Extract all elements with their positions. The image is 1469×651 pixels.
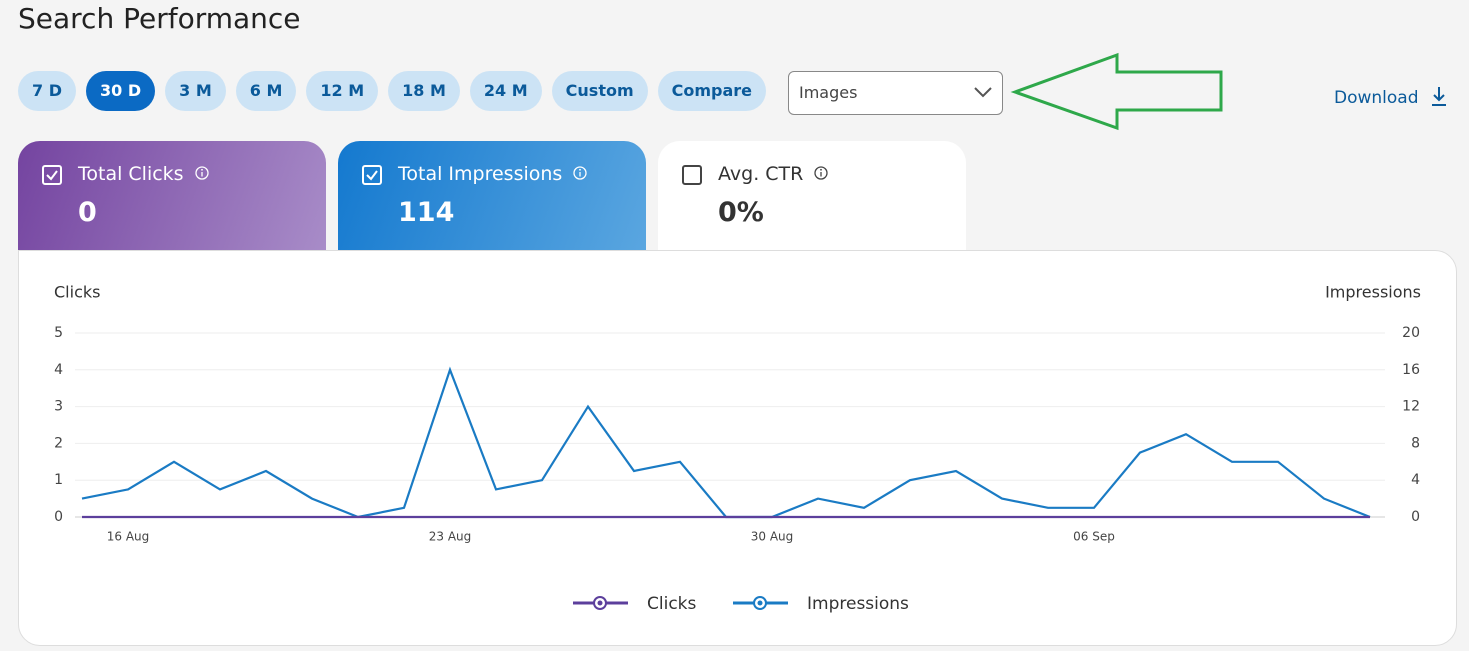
- info-icon: [573, 166, 587, 180]
- checkbox: [682, 165, 702, 185]
- y-tick-label: 0: [54, 509, 63, 525]
- y2-tick-label: 4: [1411, 472, 1420, 488]
- chart-panel: [18, 250, 1457, 646]
- checkbox: [42, 165, 62, 185]
- checkbox: [362, 165, 382, 185]
- y2-tick-label: 20: [1402, 325, 1420, 341]
- range-button[interactable]: Compare: [657, 71, 767, 111]
- metric-card[interactable]: Total Clicks 0: [18, 141, 326, 250]
- y2-tick-label: 16: [1402, 362, 1420, 378]
- dropdown-value: Images: [799, 83, 858, 102]
- download-icon: [1431, 87, 1446, 106]
- range-button[interactable]: 7 D: [18, 71, 76, 111]
- range-button[interactable]: 18 M: [388, 71, 460, 111]
- y-tick-label: 3: [54, 399, 63, 415]
- metric-label: Total Impressions: [398, 163, 587, 185]
- y-tick-label: 2: [54, 435, 63, 451]
- y-tick-label: 1: [54, 472, 63, 488]
- y-tick-label: 5: [54, 325, 63, 341]
- y2-axis-title: Impressions: [1325, 283, 1421, 302]
- range-button[interactable]: 12 M: [306, 71, 379, 111]
- download-button[interactable]: Download: [1334, 85, 1448, 108]
- metric-value: 0: [78, 197, 97, 228]
- legend-label[interactable]: Impressions: [807, 594, 909, 614]
- metric-card[interactable]: Avg. CTR 0%: [658, 141, 966, 250]
- check-mark: [366, 170, 378, 181]
- page-title: Search Performance: [18, 2, 301, 35]
- legend-marker-dot: [597, 600, 603, 606]
- metric-value: 0%: [718, 197, 764, 228]
- y-tick-label: 4: [54, 362, 63, 378]
- x-tick-label: 16 Aug: [107, 530, 150, 544]
- legend-label[interactable]: Clicks: [647, 594, 697, 614]
- range-button[interactable]: 6 M: [235, 71, 297, 111]
- y2-tick-label: 0: [1411, 509, 1420, 525]
- dropdown-caret: [974, 87, 992, 98]
- range-button[interactable]: Custom: [551, 71, 648, 111]
- y2-tick-label: 8: [1411, 435, 1420, 451]
- search-type-dropdown[interactable]: Images: [788, 71, 1003, 115]
- range-button[interactable]: 3 M: [165, 71, 226, 111]
- range-button[interactable]: 30 D: [85, 71, 156, 111]
- metric-label: Avg. CTR: [718, 163, 828, 185]
- x-tick-label: 23 Aug: [429, 530, 472, 544]
- legend-marker-dot: [757, 600, 763, 606]
- y2-tick-label: 12: [1402, 399, 1420, 415]
- x-tick-label: 30 Aug: [751, 530, 794, 544]
- x-tick-label: 06 Sep: [1073, 530, 1115, 544]
- y-axis-title: Clicks: [54, 283, 100, 302]
- download-label: Download: [1334, 88, 1419, 108]
- info-icon: [814, 166, 828, 180]
- check-mark: [46, 170, 58, 181]
- metric-value: 114: [398, 197, 455, 228]
- info-icon: [194, 166, 209, 180]
- metric-label: Total Clicks: [78, 163, 209, 185]
- metric-card[interactable]: Total Impressions 114: [338, 141, 646, 250]
- range-button[interactable]: 24 M: [469, 71, 542, 111]
